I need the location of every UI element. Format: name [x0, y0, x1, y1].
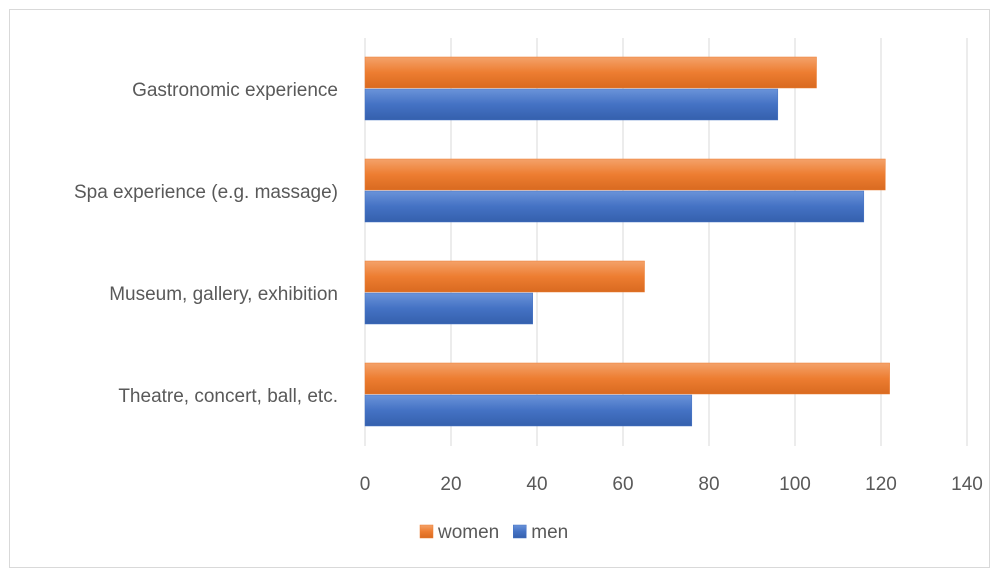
category-label: Gastronomic experience: [132, 80, 338, 101]
bar-women: [364, 158, 886, 191]
x-tick-label: 40: [526, 474, 547, 495]
legend-label-men: men: [531, 522, 568, 543]
category-labels: Gastronomic experience Spa experience (e.…: [74, 80, 338, 407]
legend-swatch-women: [419, 524, 434, 539]
bar-women: [364, 260, 645, 293]
category-label: Theatre, concert, ball, etc.: [118, 386, 338, 407]
x-axis-ticks: 0 20 40 60 80 100 120 140: [360, 474, 983, 495]
category-label: Spa experience (e.g. massage): [74, 182, 338, 203]
x-tick-label: 140: [951, 474, 983, 495]
x-tick-label: 120: [865, 474, 897, 495]
legend-label-women: women: [437, 522, 499, 543]
bar-men: [364, 190, 865, 223]
x-tick-label: 0: [360, 474, 371, 495]
category-label: Museum, gallery, exhibition: [109, 284, 338, 305]
x-tick-label: 20: [440, 474, 461, 495]
bar-women: [364, 362, 890, 395]
bar-women: [364, 56, 817, 89]
bar-men: [364, 88, 779, 121]
bar-men: [364, 394, 693, 427]
x-tick-label: 60: [612, 474, 633, 495]
bars: [364, 56, 890, 427]
x-tick-label: 100: [779, 474, 811, 495]
bar-men: [364, 292, 533, 325]
x-tick-label: 80: [698, 474, 719, 495]
legend: women men: [419, 522, 568, 543]
legend-swatch-men: [513, 524, 527, 539]
